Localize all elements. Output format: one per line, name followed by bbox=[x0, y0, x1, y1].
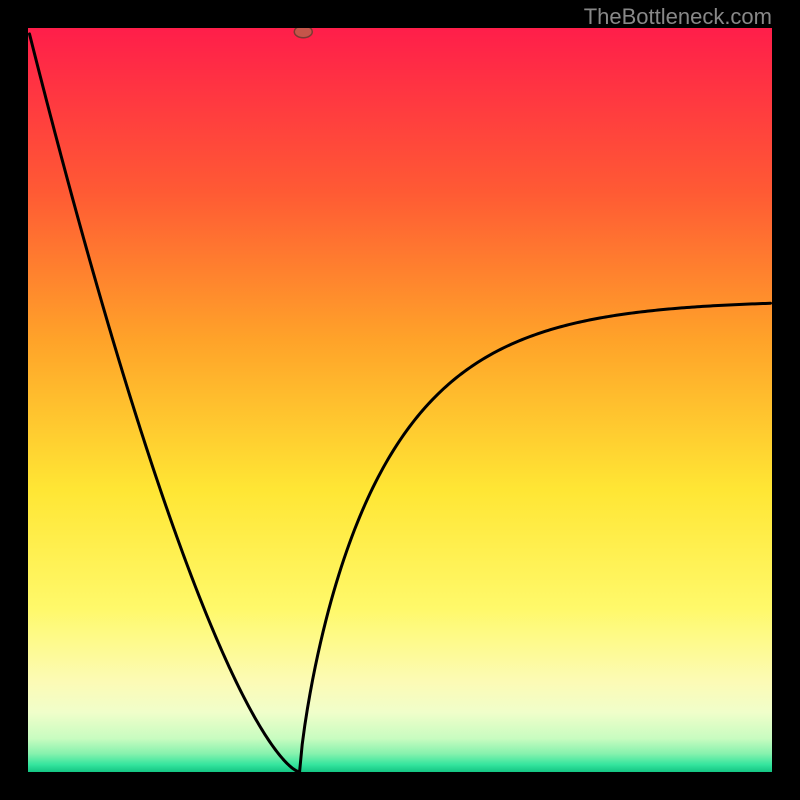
plot-svg bbox=[28, 28, 772, 772]
minimum-marker bbox=[294, 28, 312, 38]
gradient-background bbox=[28, 28, 772, 772]
watermark-text: TheBottleneck.com bbox=[584, 4, 772, 30]
plot-area bbox=[28, 28, 772, 772]
chart-container: TheBottleneck.com bbox=[0, 0, 800, 800]
